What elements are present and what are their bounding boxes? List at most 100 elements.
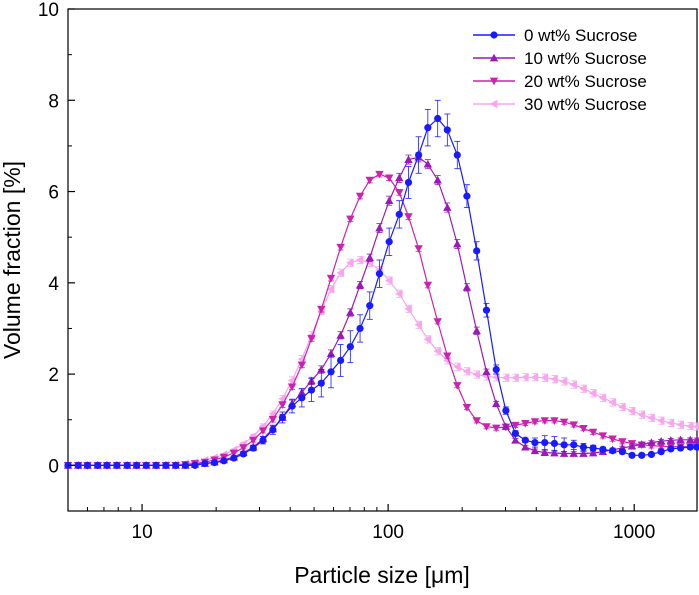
data-point	[258, 427, 268, 435]
data-point	[647, 450, 656, 459]
y-tick-label: 4	[48, 274, 59, 295]
data-point	[482, 367, 491, 376]
data-point	[511, 436, 520, 444]
data-point	[94, 461, 102, 469]
data-point	[492, 424, 501, 433]
data-point	[637, 440, 646, 448]
data-point	[608, 435, 617, 444]
data-point	[366, 302, 374, 310]
legend-item: 20 wt% Sucrose	[473, 72, 647, 91]
data-point	[627, 406, 636, 416]
data-point	[404, 155, 413, 163]
data-point	[375, 270, 384, 278]
data-point	[559, 377, 568, 386]
legend-item: 30 wt% Sucrose	[473, 95, 647, 114]
data-point	[472, 370, 481, 379]
data-point	[346, 343, 354, 351]
y-tick-label: 8	[48, 91, 59, 112]
data-point	[482, 306, 491, 314]
x-tick-label: 1000	[613, 522, 655, 543]
data-point	[666, 418, 675, 428]
data-point	[297, 361, 307, 370]
data-point	[443, 203, 452, 211]
data-point	[375, 170, 384, 179]
data-point	[230, 454, 238, 462]
data-point	[423, 159, 433, 168]
data-point	[453, 239, 462, 248]
data-point	[355, 192, 365, 201]
data-point	[336, 243, 345, 252]
legend-label: 30 wt% Sucrose	[524, 95, 647, 114]
data-point	[482, 423, 491, 431]
data-point	[579, 384, 587, 393]
data-point	[132, 461, 141, 469]
data-point	[414, 320, 422, 330]
data-point	[530, 446, 540, 455]
data-point	[74, 461, 82, 469]
data-point	[686, 443, 694, 451]
data-point	[123, 461, 131, 469]
data-point	[569, 380, 578, 389]
data-point	[162, 461, 170, 469]
data-point	[327, 368, 335, 376]
data-point	[336, 268, 344, 277]
data-point	[239, 444, 248, 452]
data-point	[492, 399, 501, 408]
data-point	[395, 210, 403, 218]
data-point	[490, 31, 498, 39]
data-point	[453, 382, 462, 390]
data-point	[220, 457, 228, 465]
plot-frame	[67, 8, 698, 512]
data-point	[395, 289, 403, 298]
data-point	[511, 373, 519, 382]
y-tick-label: 6	[48, 183, 59, 204]
data-point	[521, 373, 529, 382]
data-point	[511, 429, 519, 438]
data-point	[676, 444, 685, 452]
data-point	[550, 448, 559, 457]
data-point	[443, 352, 452, 361]
y-tick-label: 0	[48, 456, 59, 477]
data-point	[415, 151, 423, 159]
data-point	[268, 409, 277, 418]
data-point	[83, 461, 92, 469]
data-point	[191, 461, 199, 469]
series-0	[64, 99, 699, 469]
y-tick-label: 10	[38, 0, 59, 21]
data-point	[434, 114, 442, 123]
data-point	[414, 245, 423, 253]
data-point	[472, 326, 481, 335]
data-point	[579, 443, 588, 451]
data-point	[463, 192, 471, 200]
data-point	[589, 444, 597, 452]
data-point	[384, 276, 393, 285]
data-point	[521, 442, 530, 451]
data-point	[550, 439, 559, 448]
data-point	[501, 422, 511, 430]
data-point	[550, 417, 559, 425]
data-point	[473, 247, 481, 255]
data-point	[278, 401, 287, 409]
data-point	[608, 447, 617, 455]
data-point	[692, 435, 699, 444]
data-point	[598, 432, 608, 440]
series-layer	[63, 99, 699, 470]
data-point	[618, 438, 627, 446]
data-point	[588, 389, 597, 398]
data-point	[433, 175, 442, 184]
data-point	[530, 373, 539, 382]
data-point	[395, 173, 404, 182]
data-point	[692, 423, 699, 431]
data-point	[210, 459, 219, 467]
data-point	[569, 421, 578, 429]
data-point	[656, 416, 665, 425]
data-point	[326, 274, 336, 283]
data-point	[559, 449, 569, 457]
data-point	[686, 435, 695, 444]
data-point	[531, 438, 539, 447]
data-point	[647, 413, 655, 423]
data-point	[521, 436, 529, 444]
data-point	[638, 451, 646, 459]
x-axis-title: Particle size [μm]	[294, 562, 470, 588]
data-point	[142, 461, 150, 469]
